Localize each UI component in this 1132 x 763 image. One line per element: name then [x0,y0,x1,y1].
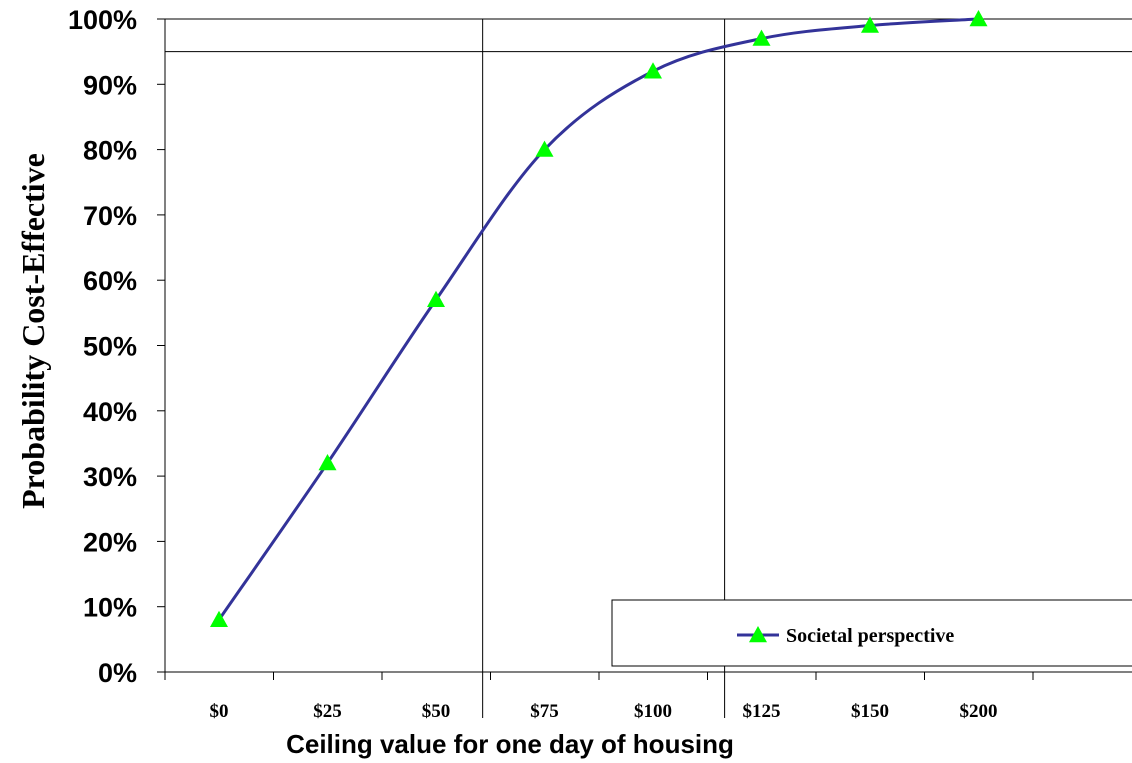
data-point-marker [752,29,771,46]
legend-marker-swatch [749,626,767,643]
data-point-marker [535,140,554,157]
y-tick-label: 70% [83,201,137,231]
legend-box [611,599,1132,667]
y-tick-label: 30% [83,462,137,492]
series-line [217,17,979,621]
y-tick-label: 100% [68,5,137,35]
legend: Societal perspective [611,599,1132,667]
y-tick-label: 90% [83,70,137,100]
y-axis-label: Probability Cost-Effective [15,153,51,509]
x-axis-label: Ceiling value for one day of housing [286,729,734,759]
y-tick-label: 0% [98,658,137,688]
y-tick-label: 20% [83,527,137,557]
data-point-marker [644,62,662,79]
x-tick-label: $50 [422,701,451,722]
data-point-marker [427,290,445,307]
y-tick-label: 80% [83,136,137,166]
data-point-marker [861,16,879,33]
x-tick-label: $75 [530,701,559,722]
data-point-marker [969,10,988,27]
x-tick-label: $200 [960,701,998,722]
x-tick-label: $100 [634,701,672,722]
y-tick-label: 40% [83,397,137,427]
legend-label: Societal perspective [786,625,954,647]
x-tick-label: $150 [851,701,889,722]
data-point-marker [210,610,228,627]
y-tick-label: 50% [83,332,137,362]
data-point-marker [318,454,337,471]
x-tick-label: $25 [313,701,342,722]
y-tick-label: 60% [83,266,137,296]
y-tick-label: 10% [83,593,137,623]
x-tick-label: $0 [210,701,229,722]
x-tick-label: $125 [743,701,781,722]
